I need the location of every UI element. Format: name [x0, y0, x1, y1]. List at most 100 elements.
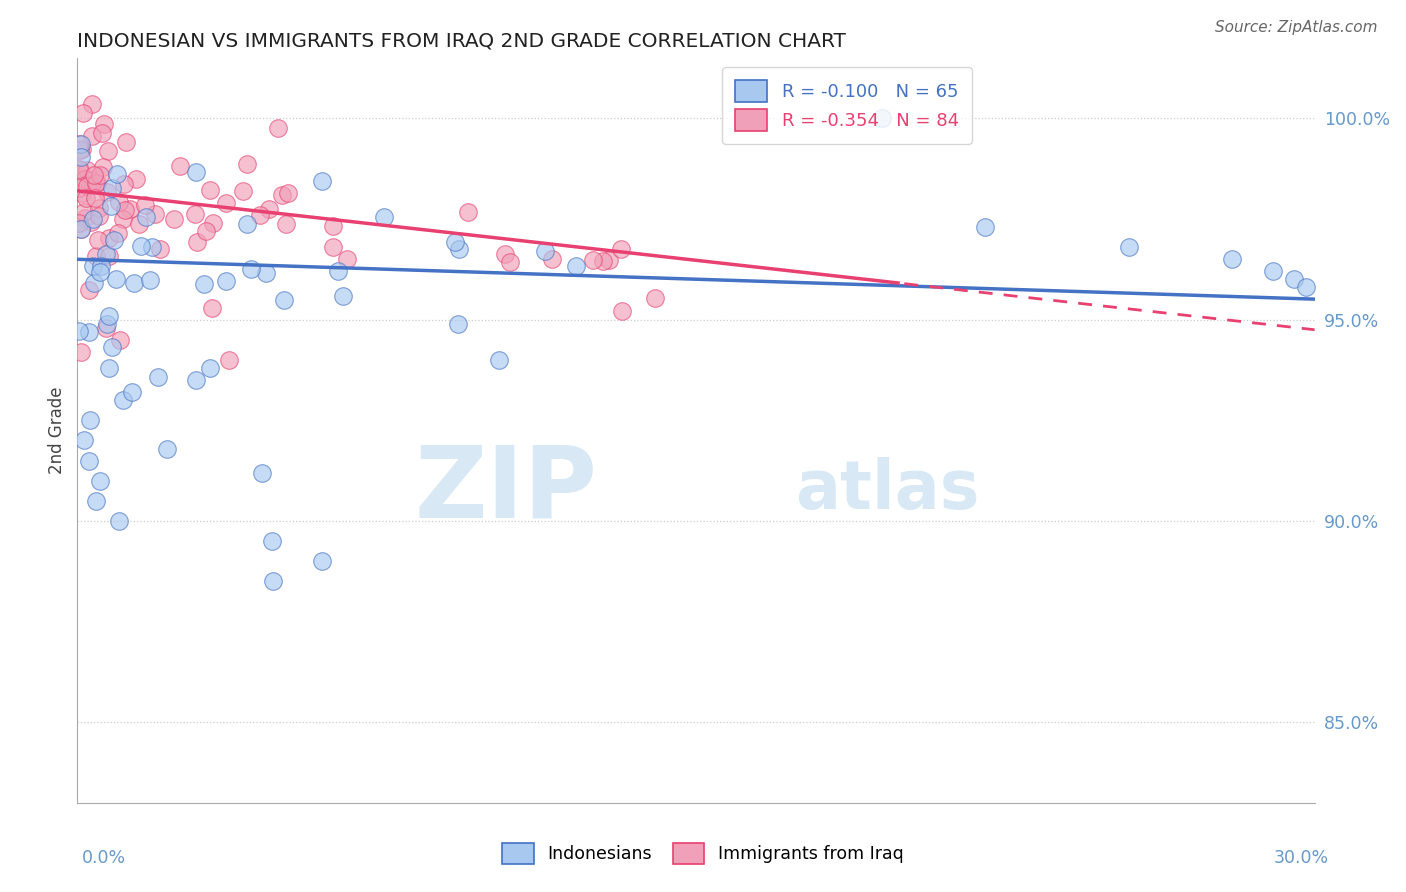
Point: [79, 215, 101, 229]
Point: [215, 195, 238, 210]
Point: [75, 211, 97, 226]
Point: [139, 273, 162, 287]
Point: [1118, 240, 1140, 254]
Text: 0.0%: 0.0%: [82, 849, 125, 867]
Point: [82, 97, 104, 112]
Legend: R = -0.100   N = 65, R = -0.354   N = 84: R = -0.100 N = 65, R = -0.354 N = 84: [723, 67, 972, 144]
Point: [582, 253, 605, 268]
Point: [98, 231, 121, 245]
Point: [84, 176, 107, 190]
Point: [69, 143, 91, 157]
Point: [90, 126, 112, 140]
Point: [73, 172, 96, 186]
Point: [86, 176, 108, 190]
Point: [332, 289, 354, 303]
Point: [128, 217, 150, 231]
Point: [311, 554, 333, 568]
Point: [108, 514, 131, 528]
Point: [565, 259, 588, 273]
Point: [114, 203, 136, 218]
Point: [610, 242, 633, 256]
Point: [146, 370, 169, 384]
Point: [540, 252, 562, 266]
Point: [89, 265, 111, 279]
Point: [135, 210, 157, 224]
Point: [87, 201, 110, 215]
Point: [100, 199, 122, 213]
Point: [592, 254, 614, 268]
Point: [141, 240, 163, 254]
Point: [202, 216, 225, 230]
Point: [83, 168, 105, 182]
Point: [84, 190, 107, 204]
Point: [111, 211, 134, 226]
Point: [184, 207, 207, 221]
Point: [69, 344, 91, 359]
Point: [193, 277, 215, 291]
Point: [96, 317, 118, 331]
Point: [277, 186, 299, 201]
Point: [77, 284, 100, 298]
Point: [122, 277, 145, 291]
Point: [494, 247, 516, 261]
Point: [276, 217, 298, 231]
Point: [105, 167, 128, 181]
Point: [69, 150, 91, 164]
Point: [1295, 280, 1317, 294]
Point: [257, 202, 280, 216]
Point: [322, 219, 344, 233]
Point: [373, 210, 395, 224]
Point: [250, 466, 273, 480]
Y-axis label: 2nd Grade: 2nd Grade: [48, 386, 66, 475]
Point: [215, 274, 238, 288]
Point: [118, 202, 141, 217]
Point: [488, 353, 510, 368]
Point: [73, 434, 96, 448]
Point: [70, 142, 93, 156]
Point: [111, 393, 134, 408]
Point: [67, 181, 90, 195]
Point: [232, 184, 254, 198]
Point: [91, 160, 114, 174]
Point: [218, 353, 240, 368]
Point: [112, 177, 135, 191]
Point: [973, 220, 995, 235]
Point: [266, 120, 288, 135]
Point: [67, 324, 90, 338]
Point: [1282, 272, 1305, 286]
Point: [69, 162, 91, 177]
Text: 30.0%: 30.0%: [1274, 849, 1329, 867]
Point: [311, 174, 333, 188]
Point: [262, 574, 284, 589]
Point: [82, 172, 104, 186]
Point: [273, 293, 295, 308]
Point: [447, 317, 470, 331]
Point: [186, 235, 208, 250]
Point: [100, 181, 122, 195]
Point: [115, 135, 138, 149]
Point: [236, 217, 259, 231]
Point: [107, 227, 129, 241]
Point: [82, 259, 104, 273]
Point: [67, 162, 90, 177]
Point: [90, 259, 112, 273]
Point: [70, 222, 93, 236]
Point: [77, 325, 100, 339]
Point: [87, 209, 110, 223]
Point: [184, 165, 207, 179]
Point: [260, 534, 283, 549]
Point: [72, 105, 94, 120]
Point: [94, 247, 117, 261]
Point: [443, 235, 465, 249]
Point: [96, 186, 118, 200]
Point: [610, 304, 633, 318]
Legend: Indonesians, Immigrants from Iraq: Indonesians, Immigrants from Iraq: [492, 832, 914, 874]
Point: [77, 453, 100, 467]
Point: [457, 204, 479, 219]
Text: atlas: atlas: [794, 457, 980, 523]
Point: [97, 360, 120, 375]
Point: [121, 385, 143, 400]
Point: [156, 442, 179, 456]
Point: [97, 145, 120, 159]
Text: ZIP: ZIP: [415, 442, 598, 539]
